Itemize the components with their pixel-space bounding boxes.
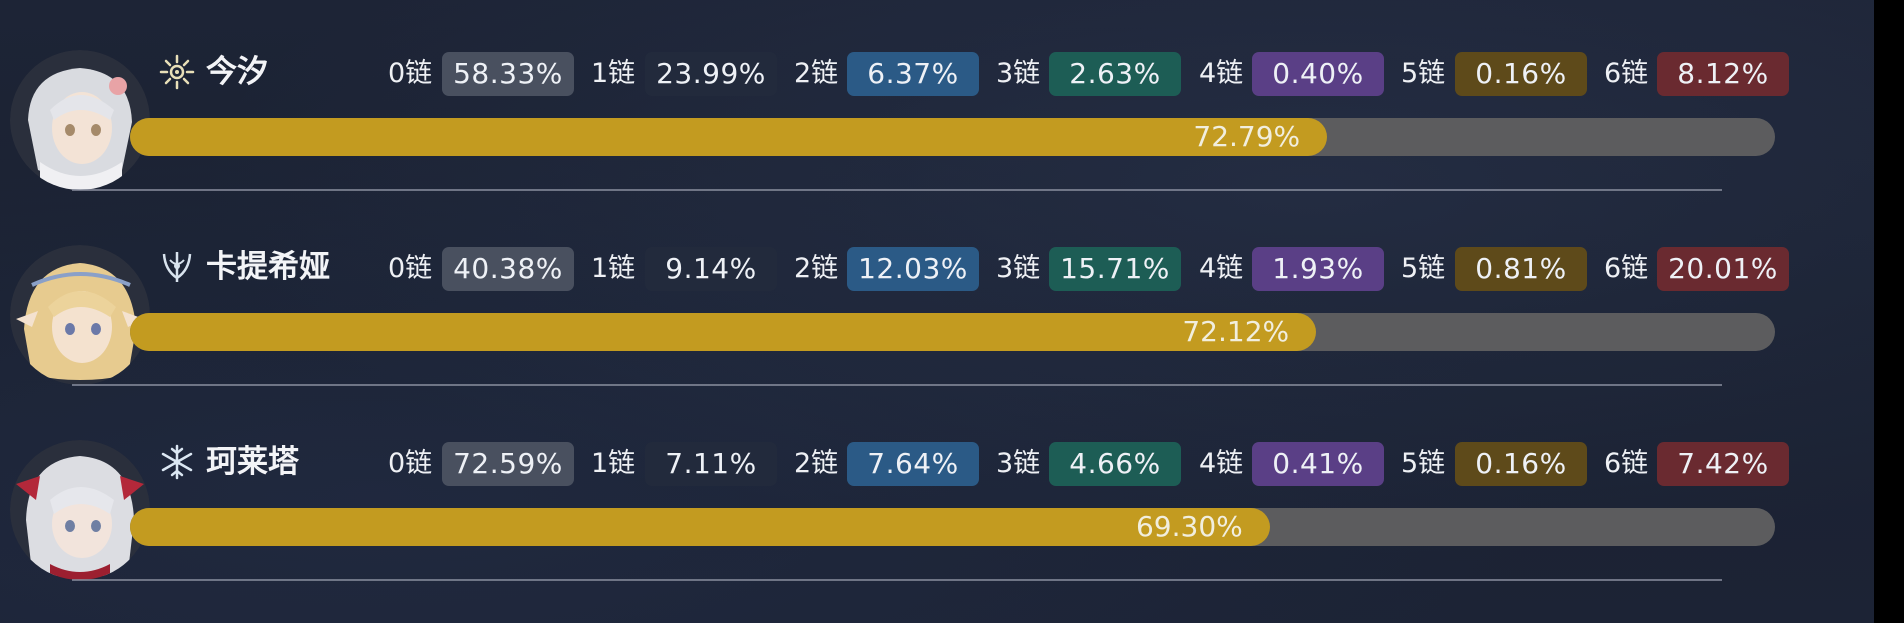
character-name: 珂莱塔 xyxy=(206,444,299,480)
chain-value-3: 2.63% xyxy=(1049,52,1181,96)
chain-value-3: 15.71% xyxy=(1049,247,1181,291)
character-name: 卡提希娅 xyxy=(206,249,330,285)
usage-bar: 72.79% xyxy=(130,118,1775,156)
divider xyxy=(72,579,1722,581)
divider xyxy=(72,189,1722,191)
chain-value-4: 1.93% xyxy=(1252,247,1384,291)
chain-label-3: 3链 xyxy=(996,448,1041,479)
chain-value-1: 23.99% xyxy=(645,52,777,96)
chain-label-6: 6链 xyxy=(1604,253,1649,284)
avatar xyxy=(10,440,150,580)
avatar xyxy=(10,245,150,385)
chain-value-0: 40.38% xyxy=(442,247,574,291)
chain-label-4: 4链 xyxy=(1199,253,1244,284)
chain-value-6: 8.12% xyxy=(1657,52,1789,96)
chain-label-3: 3链 xyxy=(996,58,1041,89)
chain-value-4: 0.41% xyxy=(1252,442,1384,486)
chain-value-5: 0.16% xyxy=(1455,52,1587,96)
chain-label-0: 0链 xyxy=(388,253,433,284)
character-row-carlotta: 珂莱塔 0链 72.59% 1链 7.11% 2链 7.64% 3链 4.66%… xyxy=(0,390,1874,585)
chain-label-4: 4链 xyxy=(1199,448,1244,479)
spectro-sun-icon xyxy=(158,53,196,91)
chain-label-2: 2链 xyxy=(794,58,839,89)
chain-value-4: 0.40% xyxy=(1252,52,1384,96)
usage-bar-fill xyxy=(130,508,1270,546)
chain-label-0: 0链 xyxy=(388,448,433,479)
chain-label-1: 1链 xyxy=(591,448,636,479)
chain-value-1: 7.11% xyxy=(645,442,777,486)
usage-bar-fill xyxy=(130,313,1317,351)
chain-value-0: 58.33% xyxy=(442,52,574,96)
chain-value-6: 7.42% xyxy=(1657,442,1789,486)
usage-percentage: 72.79% xyxy=(1193,120,1301,153)
chain-value-1: 9.14% xyxy=(645,247,777,291)
usage-bar: 72.12% xyxy=(130,313,1775,351)
character-row-cartethyia: 卡提希娅 0链 40.38% 1链 9.14% 2链 12.03% 3链 15.… xyxy=(0,195,1874,390)
chain-value-0: 72.59% xyxy=(442,442,574,486)
avatar xyxy=(10,50,150,190)
chain-value-3: 4.66% xyxy=(1049,442,1181,486)
chain-value-2: 7.64% xyxy=(847,442,979,486)
chain-label-2: 2链 xyxy=(794,448,839,479)
character-name: 今汐 xyxy=(206,54,268,90)
right-edge-strip xyxy=(1874,0,1904,623)
usage-bar-fill xyxy=(130,118,1328,156)
chain-label-2: 2链 xyxy=(794,253,839,284)
chain-value-5: 0.16% xyxy=(1455,442,1587,486)
aero-trident-icon xyxy=(158,248,196,286)
usage-percentage: 72.12% xyxy=(1182,315,1290,348)
character-row-jinhsi: 今汐 0链 58.33% 1链 23.99% 2链 6.37% 3链 2.63%… xyxy=(0,0,1874,195)
chain-label-3: 3链 xyxy=(996,253,1041,284)
glacio-snowflake-icon xyxy=(158,443,196,481)
chain-value-2: 6.37% xyxy=(847,52,979,96)
chain-label-5: 5链 xyxy=(1401,58,1446,89)
chain-label-1: 1链 xyxy=(591,58,636,89)
chain-value-6: 20.01% xyxy=(1657,247,1789,291)
chain-label-6: 6链 xyxy=(1604,448,1649,479)
chain-label-4: 4链 xyxy=(1199,58,1244,89)
chain-label-6: 6链 xyxy=(1604,58,1649,89)
chain-value-2: 12.03% xyxy=(847,247,979,291)
chain-label-0: 0链 xyxy=(388,58,433,89)
divider xyxy=(72,384,1722,386)
chain-value-5: 0.81% xyxy=(1455,247,1587,291)
usage-bar: 69.30% xyxy=(130,508,1775,546)
usage-percentage: 69.30% xyxy=(1135,510,1243,543)
chain-label-5: 5链 xyxy=(1401,253,1446,284)
chain-label-1: 1链 xyxy=(591,253,636,284)
chain-label-5: 5链 xyxy=(1401,448,1446,479)
